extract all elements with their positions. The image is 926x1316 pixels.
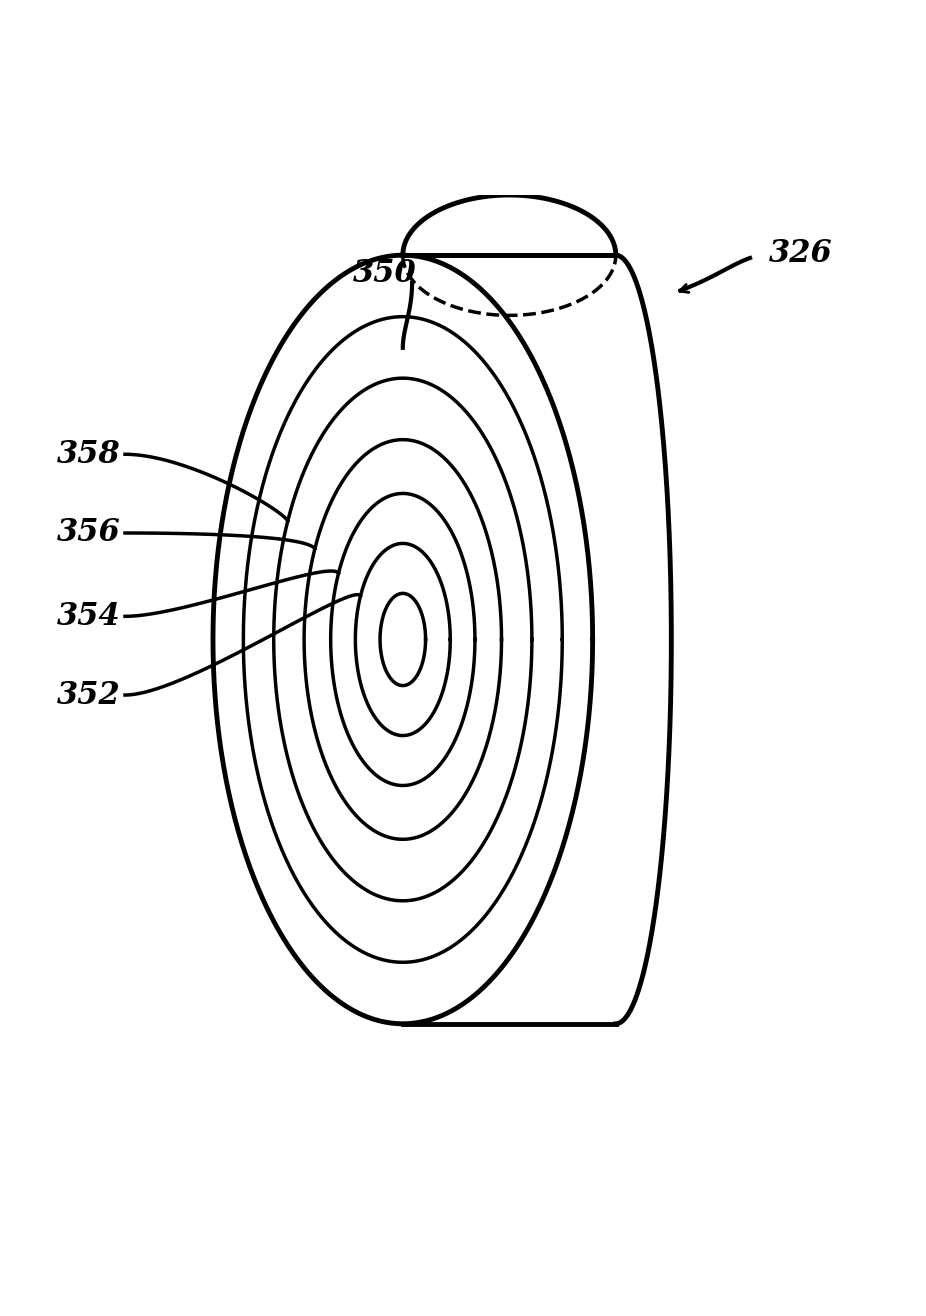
Text: 358: 358 — [56, 438, 120, 470]
Text: 354: 354 — [56, 601, 120, 632]
Text: 356: 356 — [56, 517, 120, 549]
Text: 352: 352 — [56, 679, 120, 711]
Text: 350: 350 — [353, 258, 416, 290]
Text: 326: 326 — [769, 238, 832, 268]
